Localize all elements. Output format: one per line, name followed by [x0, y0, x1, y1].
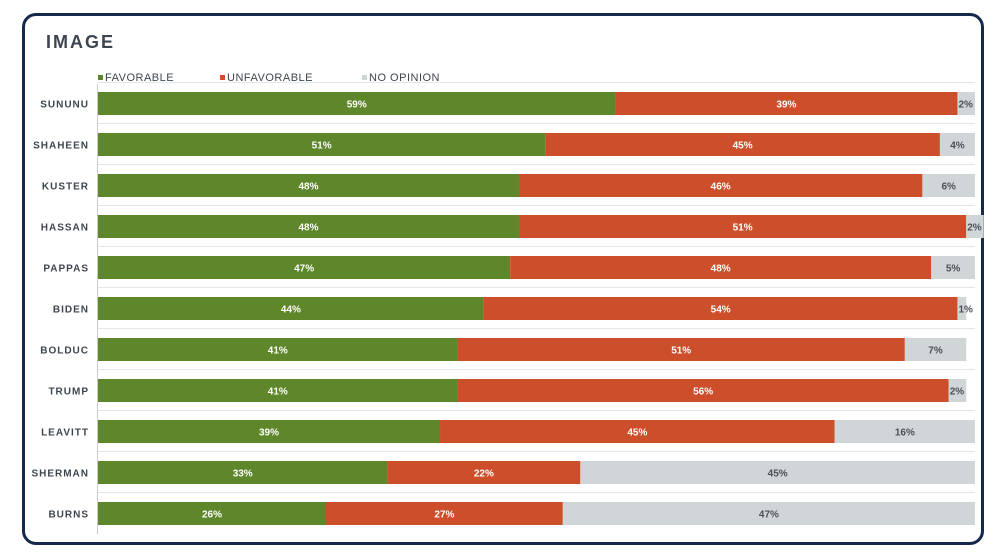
category-label-trump: TRUMP	[48, 387, 89, 398]
legend-label-unfavorable: UNFAVORABLE	[227, 72, 313, 84]
bar-unfavorable-burns	[326, 502, 563, 525]
value-label-no-opinion-kuster: 6%	[941, 182, 956, 193]
category-label-leavitt: LEAVITT	[41, 428, 89, 439]
legend-item-unfavorable: UNFAVORABLE	[220, 72, 313, 84]
value-label-unfavorable-hassan: 51%	[733, 223, 753, 234]
category-label-shaheen: SHAHEEN	[33, 141, 89, 152]
bar-no-opinion-trump	[948, 379, 967, 402]
category-label-bolduc: BOLDUC	[40, 346, 89, 357]
value-label-unfavorable-burns: 27%	[434, 510, 454, 521]
value-label-favorable-biden: 44%	[281, 305, 301, 316]
bar-no-opinion-burns	[562, 502, 975, 525]
category-label-burns: BURNS	[48, 510, 89, 521]
value-label-unfavorable-shaheen: 45%	[733, 141, 753, 152]
legend-item-favorable: FAVORABLE	[98, 72, 174, 84]
category-label-kuster: KUSTER	[42, 182, 89, 193]
bar-favorable-sununu	[98, 92, 616, 115]
bar-no-opinion-bolduc	[904, 338, 967, 361]
category-label-sununu: SUNUNU	[40, 100, 89, 111]
category-label-pappas: PAPPAS	[43, 264, 89, 275]
value-label-no-opinion-pappas: 5%	[946, 264, 961, 275]
value-label-favorable-kuster: 48%	[298, 182, 318, 193]
value-label-favorable-bolduc: 41%	[268, 346, 288, 357]
bar-no-opinion-pappas	[931, 256, 975, 279]
legend-label-favorable: FAVORABLE	[105, 72, 175, 84]
legend-item-no-opinion: NO OPINION	[362, 72, 440, 84]
value-label-no-opinion-sununu: 2%	[958, 100, 973, 111]
chart-title: IMAGE	[46, 32, 116, 52]
value-label-favorable-trump: 41%	[268, 387, 288, 398]
bar-favorable-bolduc	[98, 338, 458, 361]
value-label-unfavorable-kuster: 46%	[711, 182, 731, 193]
bar-unfavorable-sununu	[615, 92, 958, 115]
bar-favorable-sherman	[98, 461, 388, 484]
legend-swatch-unfavorable	[220, 74, 225, 80]
value-label-favorable-sherman: 33%	[233, 469, 253, 480]
category-label-hassan: HASSAN	[41, 223, 89, 234]
value-label-no-opinion-hassan: 2%	[967, 223, 982, 234]
category-label-sherman: SHERMAN	[31, 469, 89, 480]
bar-no-opinion-leavitt	[834, 420, 975, 443]
bar-favorable-biden	[98, 297, 484, 320]
bar-unfavorable-biden	[483, 297, 958, 320]
bar-no-opinion-kuster	[922, 174, 975, 197]
value-label-no-opinion-biden: 1%	[958, 305, 973, 316]
value-label-no-opinion-sherman: 45%	[768, 469, 788, 480]
value-label-unfavorable-sherman: 22%	[474, 469, 494, 480]
bar-no-opinion-hassan	[966, 215, 984, 238]
value-label-unfavorable-pappas: 48%	[711, 264, 731, 275]
bar-unfavorable-pappas	[510, 256, 932, 279]
value-label-unfavorable-trump: 56%	[693, 387, 713, 398]
category-label-biden: BIDEN	[53, 305, 89, 316]
bar-favorable-hassan	[98, 215, 519, 238]
bar-favorable-trump	[98, 379, 458, 402]
bar-favorable-burns	[98, 502, 327, 525]
value-label-favorable-burns: 26%	[202, 510, 222, 521]
bar-no-opinion-sununu	[957, 92, 975, 115]
value-label-no-opinion-leavitt: 16%	[895, 428, 915, 439]
bar-unfavorable-bolduc	[457, 338, 905, 361]
bar-favorable-pappas	[98, 256, 511, 279]
value-label-favorable-pappas: 47%	[294, 264, 314, 275]
bar-no-opinion-sherman	[580, 461, 975, 484]
bar-favorable-leavitt	[98, 420, 441, 443]
legend-swatch-no-opinion	[362, 74, 367, 80]
bar-unfavorable-leavitt	[440, 420, 835, 443]
bar-unfavorable-shaheen	[545, 133, 940, 156]
legend-label-no-opinion: NO OPINION	[369, 72, 441, 84]
bar-unfavorable-sherman	[387, 461, 581, 484]
value-label-favorable-shaheen: 51%	[312, 141, 332, 152]
bar-unfavorable-hassan	[518, 215, 967, 238]
bar-no-opinion-shaheen	[939, 133, 975, 156]
value-label-unfavorable-biden: 54%	[711, 305, 731, 316]
value-label-unfavorable-leavitt: 45%	[627, 428, 647, 439]
bar-unfavorable-kuster	[518, 174, 923, 197]
bar-unfavorable-trump	[457, 379, 949, 402]
value-label-no-opinion-bolduc: 7%	[928, 346, 943, 357]
value-label-no-opinion-trump: 2%	[950, 387, 965, 398]
bar-no-opinion-biden	[957, 297, 967, 320]
value-label-no-opinion-burns: 47%	[759, 510, 779, 521]
value-label-no-opinion-shaheen: 4%	[950, 141, 965, 152]
value-label-unfavorable-bolduc: 51%	[671, 346, 691, 357]
value-label-favorable-leavitt: 39%	[259, 428, 279, 439]
value-label-unfavorable-sununu: 39%	[776, 100, 796, 111]
legend-swatch-favorable	[98, 74, 103, 80]
value-label-favorable-sununu: 59%	[347, 100, 367, 111]
bar-favorable-kuster	[98, 174, 519, 197]
bar-favorable-shaheen	[98, 133, 546, 156]
value-label-favorable-hassan: 48%	[298, 223, 318, 234]
